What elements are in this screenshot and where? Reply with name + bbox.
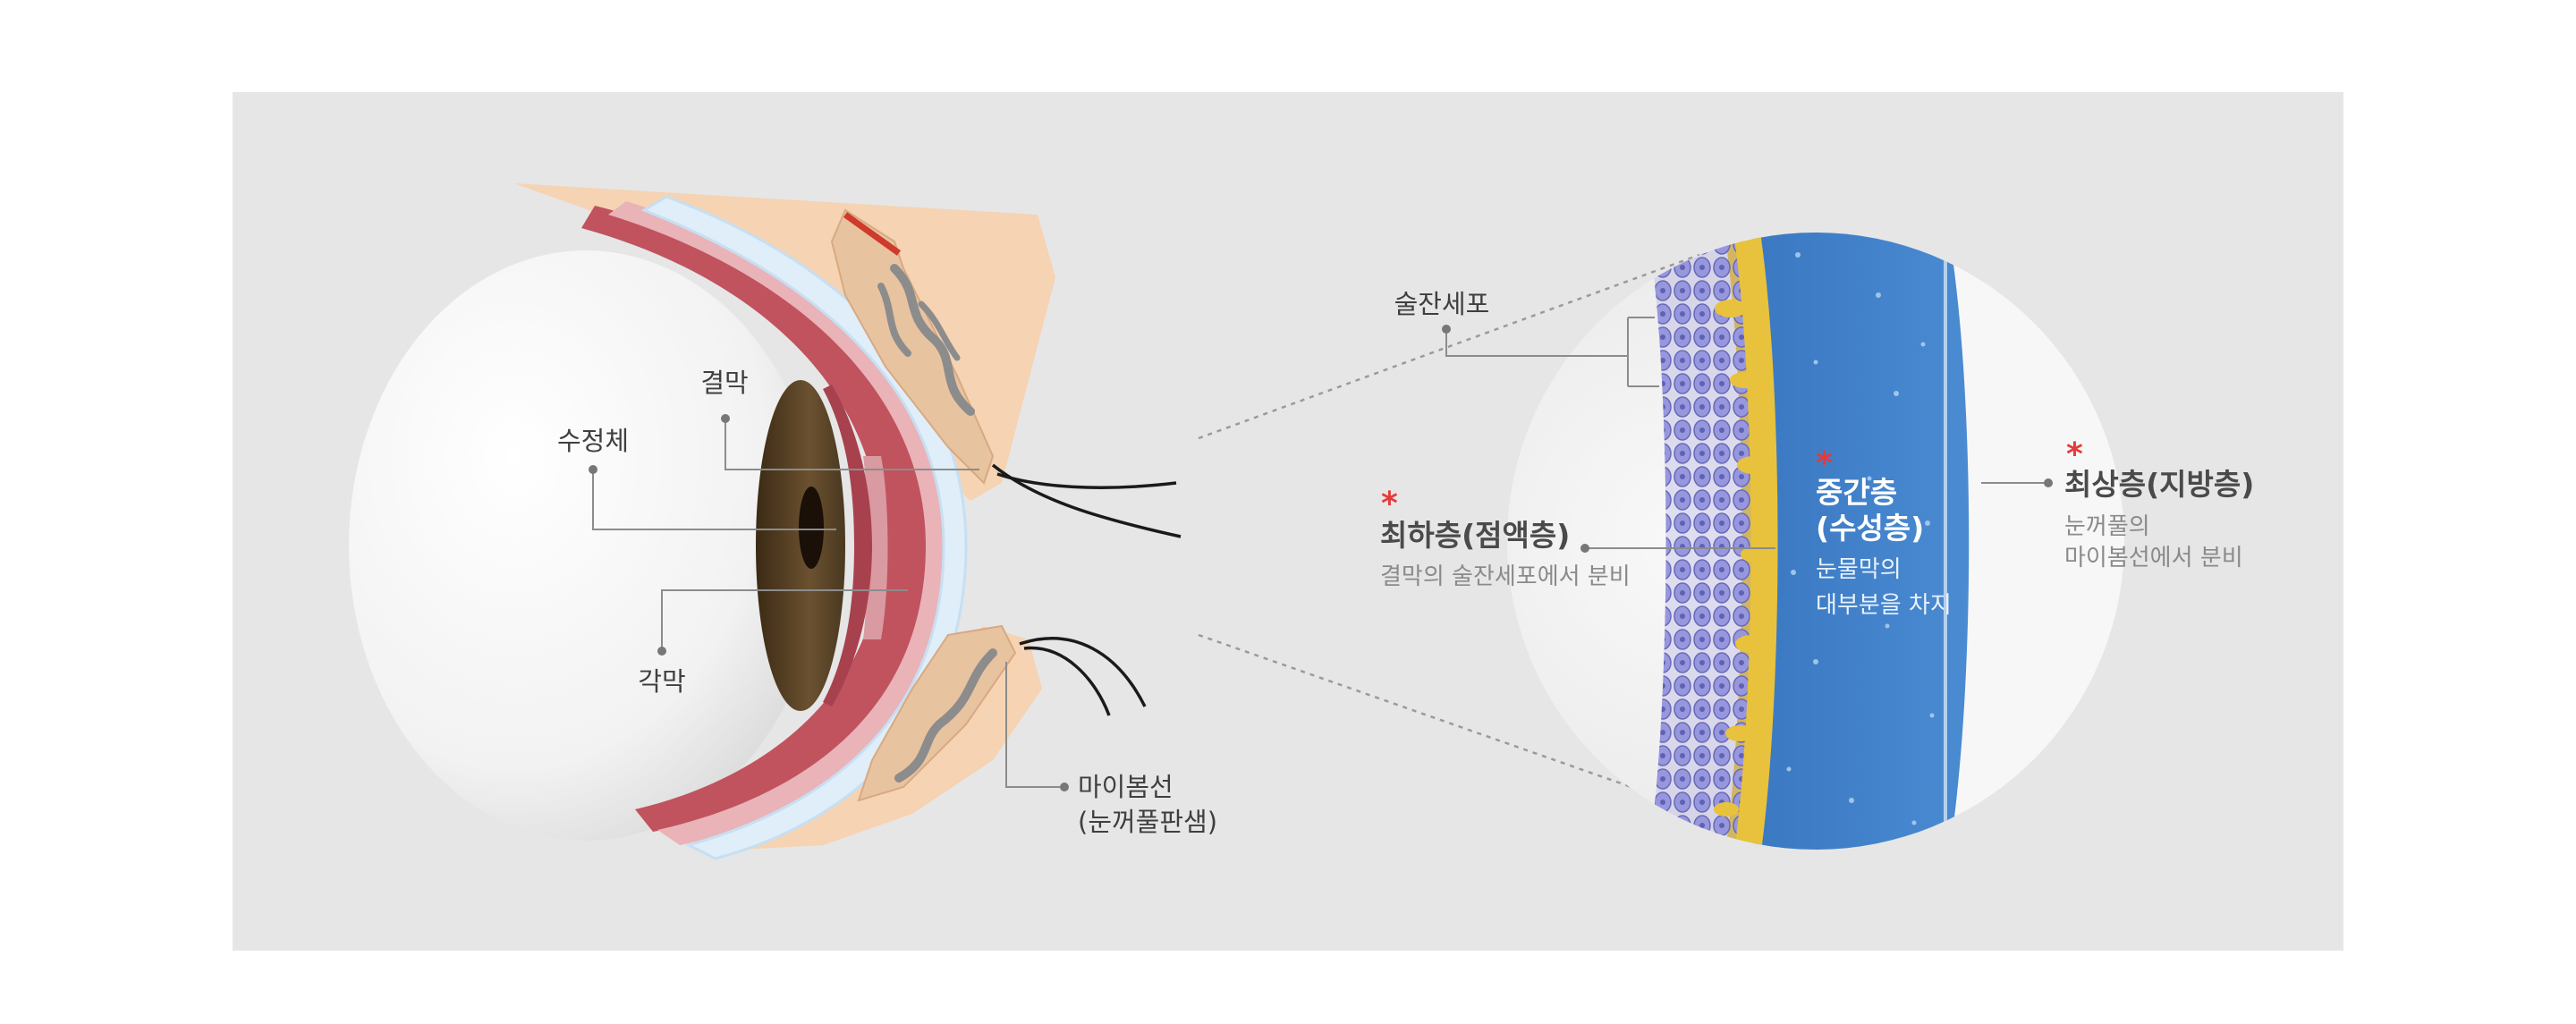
- label-aqueous-desc-1: 눈물막의: [1816, 556, 1902, 583]
- label-lipid-desc-2: 마이봄선에서 분비: [2064, 545, 2243, 571]
- label-lipid-title: 최상층(지방층): [2064, 467, 2254, 502]
- label-aqueous-title-1: 중간층: [1816, 475, 1897, 510]
- mucin-leader-dot: [1580, 544, 1589, 553]
- mucin-marker: *: [1381, 486, 1398, 522]
- aqueous-marker: *: [1816, 445, 1833, 482]
- lower-eyelash-1: [1019, 637, 1147, 707]
- label-mucin-desc: 결막의 술잔세포에서 분비: [1380, 563, 1631, 590]
- label-cornea: 각막: [638, 666, 685, 697]
- meibomian-duct-lower: [894, 648, 997, 783]
- lens-leader: [592, 470, 836, 530]
- eye-cross-section: 결막 수정체 각막 마이봄선 (눈꺼풀판샘): [349, 183, 1217, 860]
- cornea-leader-dot: [657, 647, 666, 656]
- label-conjunctiva: 결막: [700, 368, 748, 398]
- eyeball: [349, 250, 823, 841]
- eyelid-muscle: [843, 212, 902, 256]
- tarsal-plate-upper: [830, 208, 995, 485]
- meibomian-leader-dot: [1060, 783, 1069, 791]
- ciliary-tissue: [823, 385, 872, 707]
- lower-eyelash-2: [1023, 646, 1111, 716]
- label-lens: 수정체: [557, 426, 629, 456]
- cornea-leader: [661, 589, 908, 651]
- label-mucin-title: 최하층(점액층): [1380, 518, 1570, 553]
- label-lipid-desc-1: 눈꺼풀의: [2064, 513, 2150, 540]
- aqueous-layer: [1749, 233, 1970, 850]
- goblet-leader-dot: [1442, 325, 1451, 334]
- pupil: [799, 487, 824, 569]
- meibomian-duct-upper: [890, 264, 975, 416]
- lipid-marker: *: [2066, 436, 2083, 473]
- label-aqueous-desc-2: 대부분을 차지: [1816, 592, 1952, 619]
- gland-detail-2: [918, 300, 961, 361]
- zoom-connector-top: [1198, 253, 1700, 440]
- gland-detail-1: [877, 283, 911, 357]
- conjunctiva-outer: [608, 201, 948, 845]
- lens-leader-dot: [589, 465, 597, 474]
- label-meibomian-line1: 마이봄선: [1078, 772, 1174, 802]
- goblet-secretions: [1714, 300, 1769, 817]
- label-aqueous-title-2: (수성층): [1816, 511, 1924, 546]
- goblet-cell-tint: [1646, 233, 1751, 850]
- label-meibomian-line2: (눈꺼풀판샘): [1078, 807, 1217, 837]
- aqueous-sparkles: [1786, 252, 1935, 825]
- upper-eyelash-2: [996, 472, 1177, 489]
- conjunctiva-leader: [724, 419, 979, 470]
- goblet-cell-layer: [1646, 233, 1751, 850]
- lipid-leader-dot: [2044, 478, 2053, 487]
- goblet-leader-main: [1445, 329, 1628, 357]
- conjunctiva-leader-dot: [721, 414, 730, 423]
- tear-film-zoom: 술잔세포 * 최하층(점액층) 결막의 술잔세포에서 분비 * 중간층 (수성층…: [1380, 233, 2254, 850]
- meibomian-leader: [1005, 662, 1064, 788]
- conjunctiva-band: [581, 206, 930, 832]
- label-goblet-cells: 술잔세포: [1394, 289, 1490, 319]
